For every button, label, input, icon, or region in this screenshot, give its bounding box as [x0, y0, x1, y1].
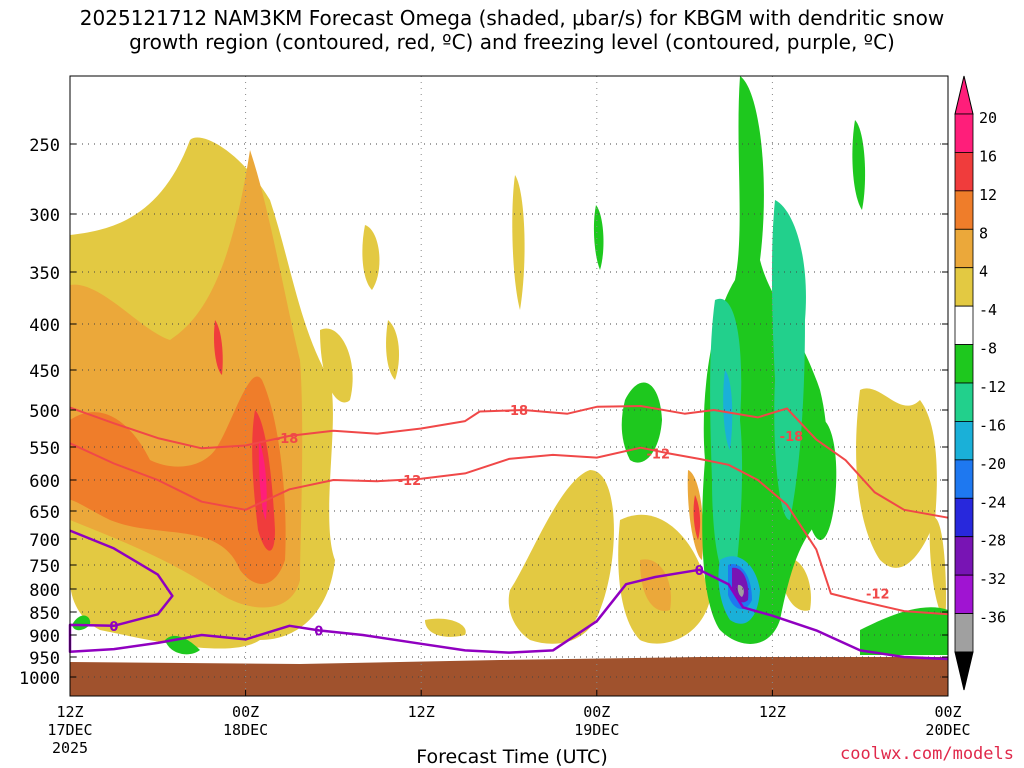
- colorbar-label: -28: [979, 532, 1006, 550]
- x-tick-label: 12Z: [759, 703, 786, 721]
- omega-shading-area: [640, 559, 671, 611]
- y-tick-label: 800: [29, 581, 60, 601]
- chart-title-line2: growth region (contoured, red, ºC) and f…: [129, 30, 895, 54]
- omega-shading-area: [213, 320, 223, 375]
- colorbar-bottom-arrow: [954, 651, 974, 691]
- y-tick-label: 950: [29, 649, 60, 669]
- omega-shading-area: [362, 225, 380, 290]
- omega-shading-area: [621, 382, 662, 463]
- credit-text: coolwx.com/models: [840, 744, 1014, 764]
- colorbar-swatch: [954, 344, 974, 384]
- colorbar-label: -32: [979, 570, 1006, 588]
- omega-shading-area: [771, 200, 806, 520]
- colorbar-label: -12: [979, 378, 1006, 396]
- y-tick-label: 350: [29, 264, 60, 284]
- omega-shading-area: [737, 584, 744, 597]
- colorbar-top-arrow: [954, 75, 974, 115]
- colorbar-swatch: [954, 267, 974, 307]
- colorbar-swatch: [954, 382, 974, 422]
- x-tick-date: 18DEC: [223, 721, 268, 739]
- contour-line-dgz_minus12: [69, 442, 949, 616]
- colorbar-label: -16: [979, 416, 1006, 434]
- y-tick-label: 650: [29, 503, 60, 523]
- contour-label: 0: [109, 620, 118, 635]
- y-tick-label: 300: [29, 206, 60, 226]
- y-tick-label: 550: [29, 439, 60, 459]
- y-tick-label: 500: [29, 402, 60, 422]
- contour-label: -18: [505, 404, 529, 419]
- colorbar-label: -4: [979, 301, 997, 319]
- omega-shading-area: [856, 388, 937, 568]
- colorbar-swatch: [954, 459, 974, 499]
- x-tick-label: 00Z: [232, 703, 259, 721]
- colorbar-swatch: [954, 536, 974, 576]
- colorbar-swatch: [954, 190, 974, 230]
- omega-shading-area: [732, 567, 749, 603]
- colorbar-label: -36: [979, 609, 1006, 627]
- x-tick-date: 20DEC: [925, 721, 970, 739]
- colorbar-label: 8: [979, 224, 988, 242]
- omega-shading-area: [70, 376, 286, 584]
- y-tick-label: 450: [29, 362, 60, 382]
- colorbar-swatch: [954, 113, 974, 153]
- y-tick-label: 250: [29, 136, 60, 156]
- x-axis-title: Forecast Time (UTC): [416, 746, 608, 768]
- colorbar-label: -20: [979, 455, 1006, 473]
- y-tick-label: 600: [29, 472, 60, 492]
- y-tick-label: 1000: [19, 669, 60, 689]
- colorbar-swatch: [954, 497, 974, 538]
- contour-label: -18: [275, 432, 299, 447]
- y-tick-label: 400: [29, 316, 60, 336]
- omega-shading-area: [723, 370, 733, 450]
- omega-shading-area: [929, 517, 947, 620]
- colorbar-label: 16: [979, 147, 997, 165]
- x-tick-year: 2025: [52, 739, 88, 757]
- x-tick-date: 17DEC: [47, 721, 92, 739]
- colorbar-swatch: [954, 228, 974, 269]
- omega-shading-area: [693, 495, 701, 540]
- x-tick-label: 12Z: [56, 703, 83, 721]
- contour-label: -12: [647, 448, 671, 463]
- colorbar-label: -24: [979, 493, 1006, 511]
- y-tick-label: 750: [29, 557, 60, 577]
- omega-shading-area: [72, 615, 91, 631]
- y-tick-label: 700: [29, 531, 60, 551]
- colorbar-swatch: [954, 421, 974, 461]
- x-tick-label: 12Z: [408, 703, 435, 721]
- contour-line-freezing_0: [68, 529, 949, 661]
- colorbar-swatch: [954, 305, 974, 345]
- plot-frame: [69, 75, 949, 697]
- omega-shading-area: [425, 618, 466, 637]
- contour-label: 0: [695, 564, 704, 579]
- contour-line-dgz_minus18: [69, 405, 949, 519]
- x-tick-date: 19DEC: [574, 721, 619, 739]
- colorbar-label: 20: [979, 109, 997, 127]
- omega-shading-area: [508, 470, 614, 644]
- omega-shading-area: [593, 205, 604, 270]
- contour-label: -18: [780, 430, 804, 445]
- colorbar-label: -8: [979, 340, 997, 358]
- colorbar-label: 4: [979, 263, 988, 281]
- y-tick-label: 850: [29, 604, 60, 624]
- x-tick-label: 00Z: [934, 703, 961, 721]
- omega-shading-area: [320, 328, 353, 403]
- colorbar-swatch: [954, 152, 974, 192]
- colorbar-label: 12: [979, 186, 997, 204]
- omega-shading-area: [860, 607, 948, 655]
- y-tick-label: 900: [29, 627, 60, 647]
- chart-title-line1: 2025121712 NAM3KM Forecast Omega (shaded…: [79, 6, 945, 30]
- colorbar-swatch: [954, 613, 974, 653]
- contour-label: -12: [866, 588, 890, 603]
- omega-shading-area: [852, 120, 866, 210]
- omega-shading-area: [386, 320, 400, 380]
- contour-label: 0: [314, 624, 323, 639]
- x-tick-label: 00Z: [583, 703, 610, 721]
- colorbar-swatch: [954, 574, 974, 614]
- contour-label: -12: [398, 474, 422, 489]
- omega-shading-area: [512, 175, 525, 310]
